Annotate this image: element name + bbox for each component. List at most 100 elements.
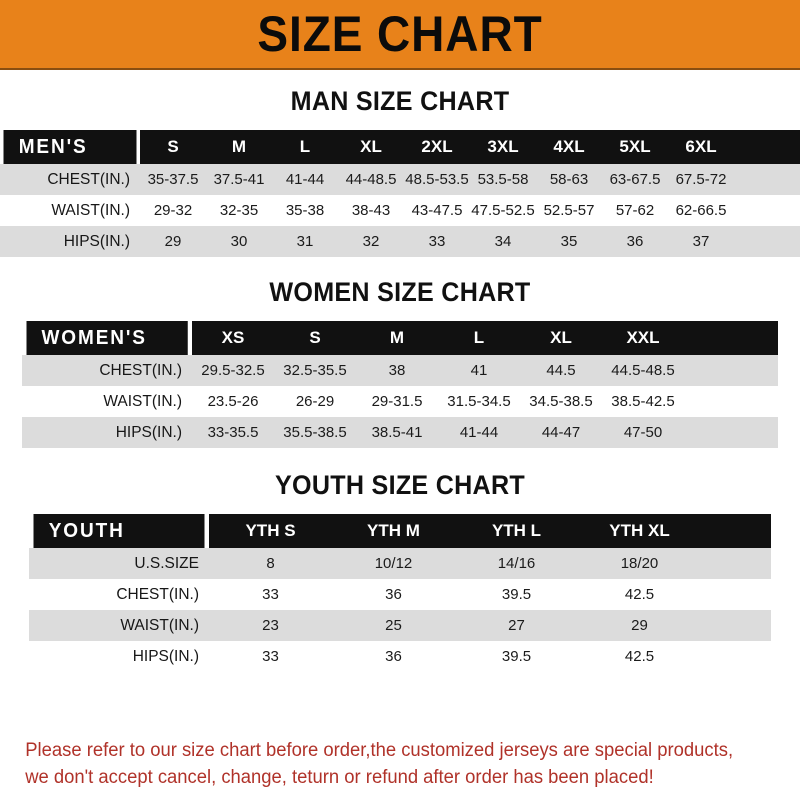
men-col-header: M [206, 130, 272, 164]
men-cell: 29-32 [140, 195, 206, 226]
men-cell: 33 [404, 226, 470, 257]
youth-cell: 33 [209, 641, 332, 672]
women-cell: 29.5-32.5 [192, 355, 274, 386]
youth-cell: 42.5 [578, 641, 701, 672]
women-cell: 41-44 [438, 417, 520, 448]
youth-table-wrap: YOUTH YTH S YTH M YTH L YTH XL U.S.SIZE … [0, 514, 800, 672]
men-cell: 63-67.5 [602, 164, 668, 195]
youth-cell: 39.5 [455, 641, 578, 672]
men-cell: 67.5-72 [668, 164, 734, 195]
women-table-head: WOMEN'S XS S M L XL XXL [22, 321, 778, 355]
youth-col-header: YTH L [455, 514, 578, 548]
women-col-header: XS [192, 321, 274, 355]
women-cell: 34.5-38.5 [520, 386, 602, 417]
youth-col-header: YTH XL [578, 514, 701, 548]
women-cell: 38 [356, 355, 438, 386]
men-section: MAN SIZE CHART MEN'S S M L XL 2XL 3XL 4X… [0, 86, 800, 257]
men-col-header-spacer [734, 130, 800, 164]
table-row: WAIST(IN.) 23.5-26 26-29 29-31.5 31.5-34… [22, 386, 778, 417]
youth-section: YOUTH SIZE CHART YOUTH YTH S YTH M YTH L… [0, 470, 800, 672]
youth-cell-spacer [701, 641, 771, 672]
youth-cell: 42.5 [578, 579, 701, 610]
youth-table-body: U.S.SIZE 8 10/12 14/16 18/20 CHEST(IN.) … [29, 548, 771, 672]
men-col-header: 4XL [536, 130, 602, 164]
table-row: U.S.SIZE 8 10/12 14/16 18/20 [29, 548, 771, 579]
men-cell: 37.5-41 [206, 164, 272, 195]
women-cell: 35.5-38.5 [274, 417, 356, 448]
women-cell: 47-50 [602, 417, 684, 448]
youth-size-table: YOUTH YTH S YTH M YTH L YTH XL U.S.SIZE … [29, 514, 771, 672]
women-row-label: CHEST(IN.) [22, 355, 192, 386]
women-col-header: M [356, 321, 438, 355]
men-col-header: 5XL [602, 130, 668, 164]
men-col-header: 2XL [404, 130, 470, 164]
women-cell: 44.5 [520, 355, 602, 386]
youth-cell-spacer [701, 548, 771, 579]
table-row: HIPS(IN.) 29 30 31 32 33 34 35 36 37 [0, 226, 800, 257]
footer-line-1: Please refer to our size chart before or… [25, 739, 734, 761]
women-cell: 41 [438, 355, 520, 386]
women-table-wrap: WOMEN'S XS S M L XL XXL CHEST(IN.) 29.5-… [0, 321, 800, 448]
youth-cell: 27 [455, 610, 578, 641]
men-cell: 41-44 [272, 164, 338, 195]
men-cell: 29 [140, 226, 206, 257]
youth-table-head: YOUTH YTH S YTH M YTH L YTH XL [29, 514, 771, 548]
size-chart-banner: SIZE CHART [0, 0, 800, 70]
women-cell: 38.5-42.5 [602, 386, 684, 417]
women-cell-spacer [684, 417, 778, 448]
youth-cell: 23 [209, 610, 332, 641]
youth-cell: 29 [578, 610, 701, 641]
men-cell: 47.5-52.5 [470, 195, 536, 226]
men-cell: 36 [602, 226, 668, 257]
women-col-header: S [274, 321, 356, 355]
men-cell: 57-62 [602, 195, 668, 226]
women-header-label: WOMEN'S [26, 321, 188, 355]
men-row-label: CHEST(IN.) [0, 164, 140, 195]
table-row: CHEST(IN.) 35-37.5 37.5-41 41-44 44-48.5… [0, 164, 800, 195]
table-row: WAIST(IN.) 23 25 27 29 [29, 610, 771, 641]
women-cell-spacer [684, 386, 778, 417]
women-cell: 29-31.5 [356, 386, 438, 417]
men-cell: 32-35 [206, 195, 272, 226]
men-cell: 52.5-57 [536, 195, 602, 226]
table-row: WAIST(IN.) 29-32 32-35 35-38 38-43 43-47… [0, 195, 800, 226]
men-cell-spacer [734, 226, 800, 257]
men-table-wrap: MEN'S S M L XL 2XL 3XL 4XL 5XL 6XL CHEST… [0, 130, 800, 257]
men-cell: 35-38 [272, 195, 338, 226]
women-table-body: CHEST(IN.) 29.5-32.5 32.5-35.5 38 41 44.… [22, 355, 778, 448]
men-header-label: MEN'S [3, 130, 137, 164]
women-cell: 23.5-26 [192, 386, 274, 417]
men-table-body: CHEST(IN.) 35-37.5 37.5-41 41-44 44-48.5… [0, 164, 800, 257]
youth-col-header: YTH S [209, 514, 332, 548]
men-table-head: MEN'S S M L XL 2XL 3XL 4XL 5XL 6XL [0, 130, 800, 164]
men-cell: 31 [272, 226, 338, 257]
women-cell-spacer [684, 355, 778, 386]
youth-cell: 8 [209, 548, 332, 579]
table-row: HIPS(IN.) 33-35.5 35.5-38.5 38.5-41 41-4… [22, 417, 778, 448]
men-col-header: L [272, 130, 338, 164]
youth-cell: 25 [332, 610, 455, 641]
men-cell: 32 [338, 226, 404, 257]
men-col-header: XL [338, 130, 404, 164]
youth-cell: 39.5 [455, 579, 578, 610]
women-cell: 44.5-48.5 [602, 355, 684, 386]
youth-section-title: YOUTH SIZE CHART [275, 470, 525, 500]
men-cell: 48.5-53.5 [404, 164, 470, 195]
youth-cell: 14/16 [455, 548, 578, 579]
youth-row-label: CHEST(IN.) [29, 579, 209, 610]
men-cell: 37 [668, 226, 734, 257]
men-col-header: S [140, 130, 206, 164]
footer-line-2: we don't accept cancel, change, teturn o… [25, 767, 654, 789]
men-size-table: MEN'S S M L XL 2XL 3XL 4XL 5XL 6XL CHEST… [0, 130, 800, 257]
men-cell: 43-47.5 [404, 195, 470, 226]
women-cell: 44-47 [520, 417, 602, 448]
youth-cell: 36 [332, 641, 455, 672]
women-cell: 26-29 [274, 386, 356, 417]
women-size-table: WOMEN'S XS S M L XL XXL CHEST(IN.) 29.5-… [22, 321, 778, 448]
men-cell: 62-66.5 [668, 195, 734, 226]
men-cell: 53.5-58 [470, 164, 536, 195]
youth-row-label: U.S.SIZE [29, 548, 209, 579]
women-section-title: WOMEN SIZE CHART [269, 277, 531, 307]
men-row-label: HIPS(IN.) [0, 226, 140, 257]
table-row: CHEST(IN.) 33 36 39.5 42.5 [29, 579, 771, 610]
